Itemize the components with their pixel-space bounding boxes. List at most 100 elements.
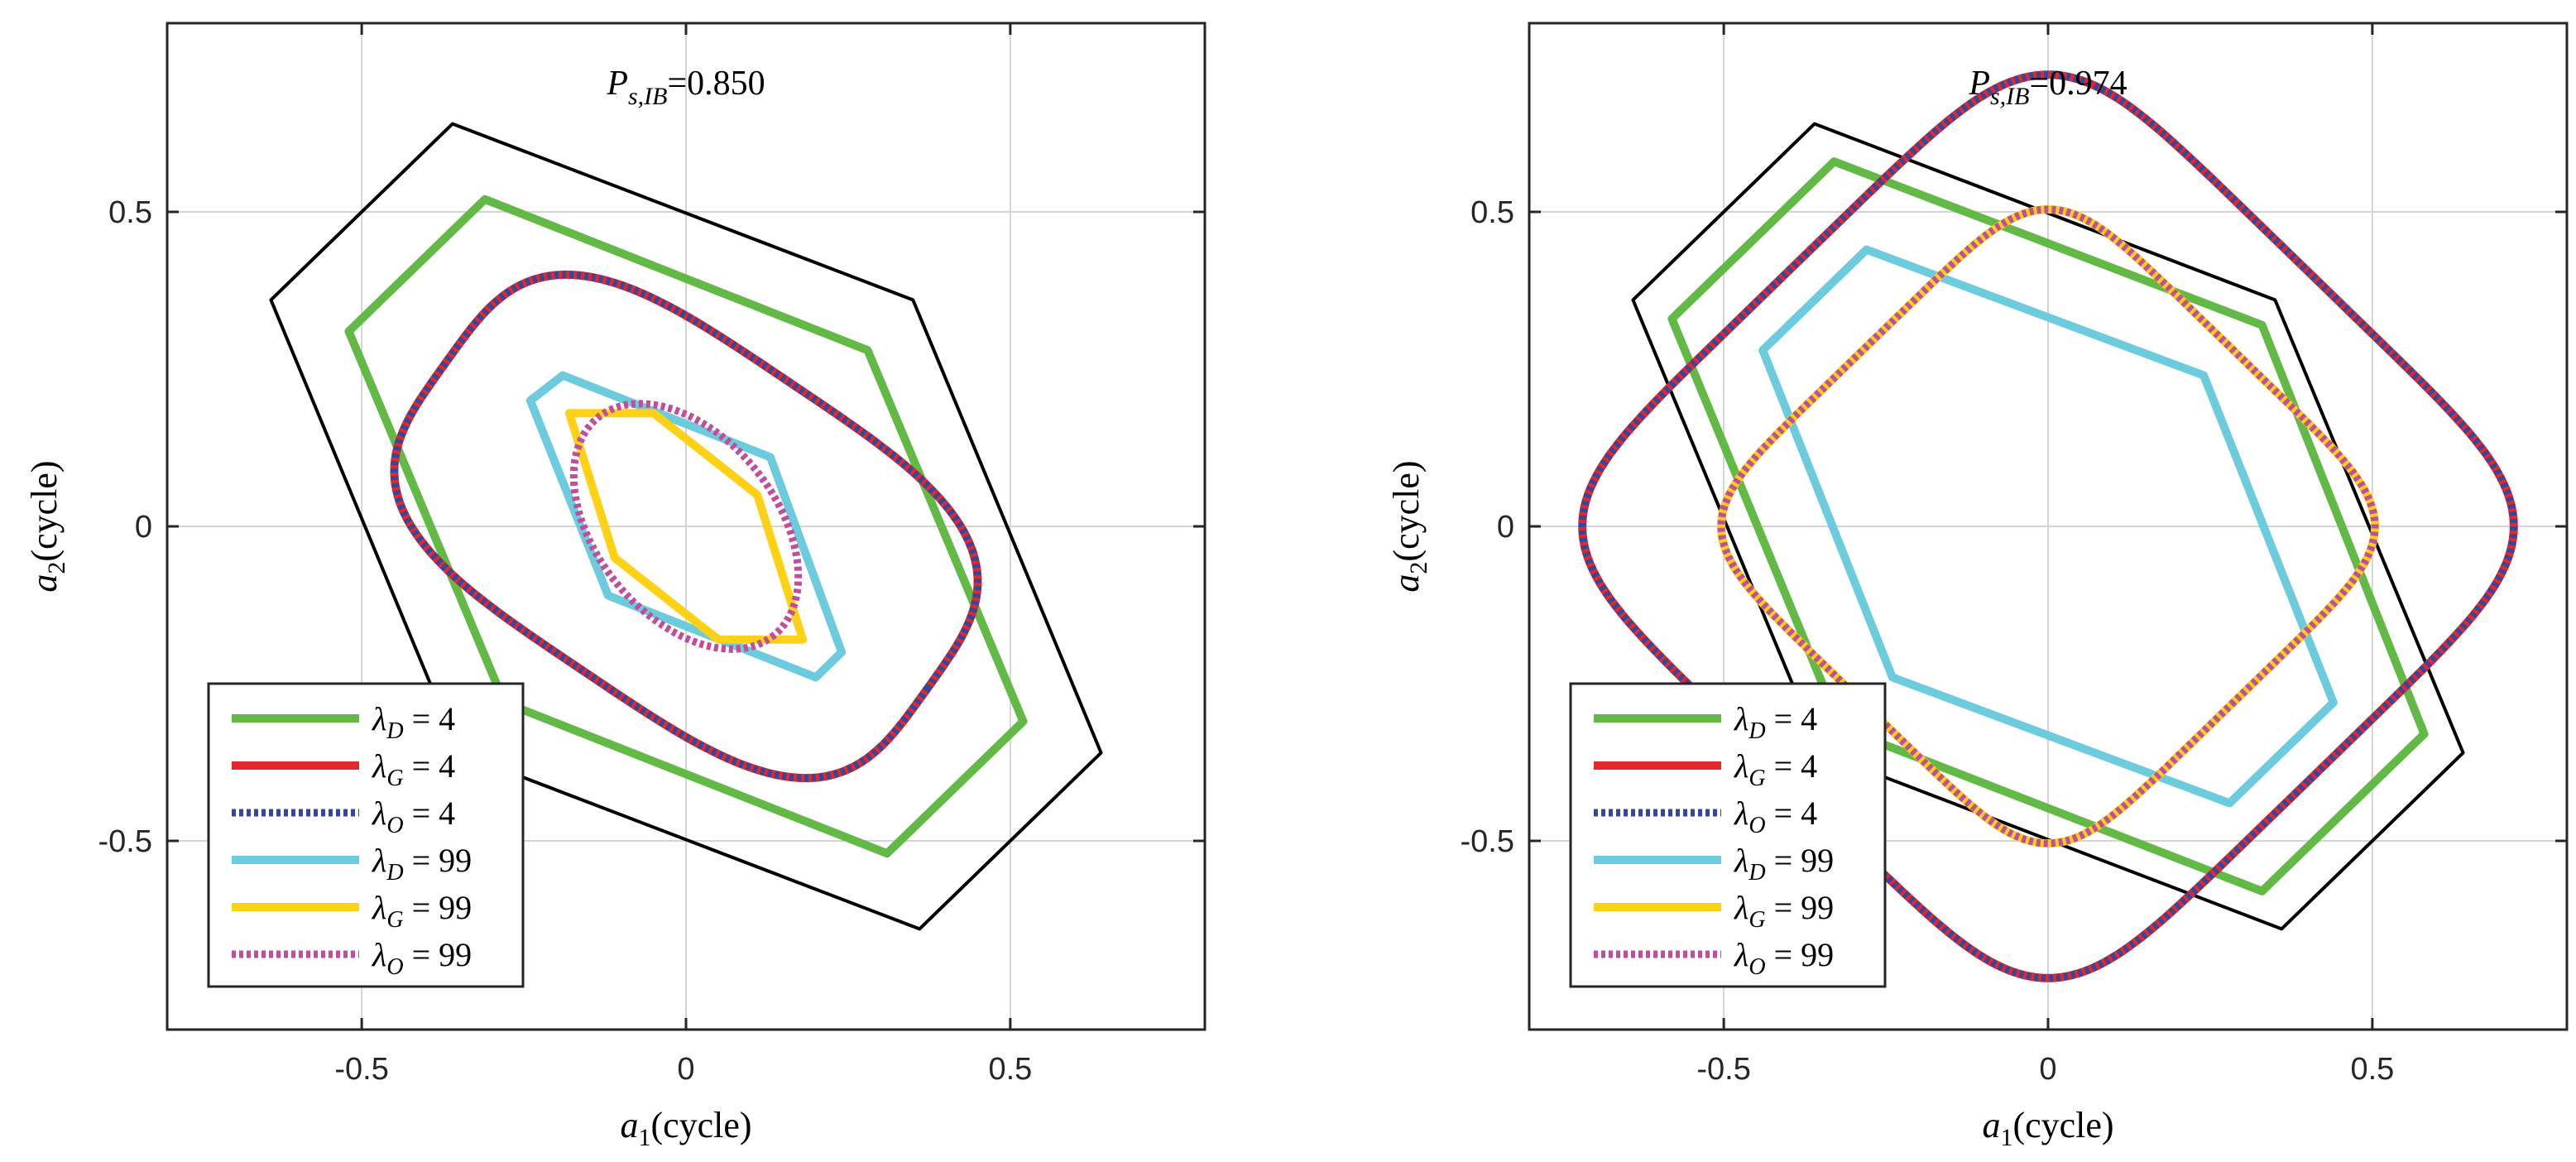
x-tick-label: -0.5 bbox=[334, 1052, 388, 1087]
chart-title: Ps,IB=0.974 bbox=[1968, 65, 2127, 110]
chart-panel-2: -0.5 0 0.5-0.500.5Ps,IB=0.974a1(cycle)a2(c… bbox=[1386, 22, 2569, 1151]
legend-subscript: O bbox=[386, 954, 403, 980]
legend-equals: = bbox=[404, 936, 439, 973]
legend-subscript: O bbox=[1749, 954, 1765, 980]
series-boundary bbox=[1631, 122, 2465, 931]
legend-lambda: λ bbox=[1734, 747, 1749, 785]
y-tick-label: 0 bbox=[1497, 510, 1514, 545]
x-axis-symbol: a bbox=[620, 1105, 638, 1145]
title-symbol: P bbox=[606, 65, 628, 103]
legend-subscript: D bbox=[1748, 718, 1765, 744]
y-axis-unit: (cycle) bbox=[1386, 460, 1427, 561]
title-value: =0.850 bbox=[667, 65, 765, 103]
legend-equals: = bbox=[1766, 842, 1801, 879]
legend-value: 4 bbox=[439, 795, 455, 832]
legend-label: λO = 99 bbox=[372, 936, 472, 980]
legend-value: 99 bbox=[1801, 889, 1834, 926]
legend-lambda: λ bbox=[372, 842, 386, 879]
legend-value: 99 bbox=[439, 889, 472, 926]
series-lambda_D=99 bbox=[525, 371, 847, 682]
legend-value: 99 bbox=[1801, 936, 1834, 973]
series-lambda_D=4 bbox=[344, 194, 1028, 858]
series-lambda_G=99 bbox=[564, 409, 808, 644]
series-lambda_O=4 bbox=[391, 271, 981, 782]
legend-value: 4 bbox=[1801, 700, 1817, 737]
legend-lambda: λ bbox=[372, 795, 386, 832]
legend-subscript: O bbox=[1749, 813, 1765, 838]
title-subscript: s,IB bbox=[1990, 83, 2030, 110]
chart-panel-1: -0.5 0 0.5-0.500.5Ps,IB=0.850a1(cycle)a2(c… bbox=[24, 22, 1206, 1151]
y-tick-label: 0.5 bbox=[108, 195, 152, 230]
legend-value: 99 bbox=[439, 936, 472, 973]
title-subscript: s,IB bbox=[628, 83, 668, 110]
legend-value: 4 bbox=[439, 747, 455, 785]
x-tick-label: 0 bbox=[2039, 1052, 2056, 1087]
legend-equals: = bbox=[404, 795, 439, 832]
legend-equals: = bbox=[1766, 795, 1801, 832]
legend-lambda: λ bbox=[1734, 700, 1749, 737]
legend-lambda: λ bbox=[372, 747, 386, 785]
legend-subscript: G bbox=[1749, 766, 1765, 791]
legend-value: 4 bbox=[1801, 795, 1817, 832]
x-axis-unit: (cycle) bbox=[2012, 1105, 2113, 1145]
series-group bbox=[269, 122, 1103, 931]
y-tick-label: -0.5 bbox=[1461, 824, 1514, 859]
legend-value: 4 bbox=[439, 700, 455, 737]
legend-label: λD = 4 bbox=[1734, 700, 1817, 744]
legend-label: λG = 99 bbox=[372, 889, 472, 933]
legend-label: λD = 99 bbox=[1734, 842, 1834, 886]
y-axis-label: a2(cycle) bbox=[24, 460, 70, 592]
legend-equals: = bbox=[1766, 889, 1801, 926]
y-axis-symbol: a bbox=[1386, 574, 1427, 593]
legend-lambda: λ bbox=[372, 889, 386, 926]
legend-box bbox=[1569, 682, 1887, 988]
series-lambda_O=99 bbox=[569, 400, 803, 653]
legend-lambda: λ bbox=[1734, 795, 1749, 832]
series-lambda_D=4 bbox=[1667, 157, 2429, 896]
y-axis-subscript: 2 bbox=[43, 562, 70, 574]
x-tick-label: 0.5 bbox=[2350, 1052, 2394, 1087]
legend-subscript: G bbox=[386, 766, 403, 791]
legend-label: λO = 4 bbox=[1734, 795, 1817, 838]
y-axis-label: a2(cycle) bbox=[1386, 460, 1432, 592]
series-boundary bbox=[269, 122, 1103, 931]
x-axis-label: a1(cycle) bbox=[1982, 1105, 2113, 1151]
x-tick-label: -0.5 bbox=[1696, 1052, 1750, 1087]
y-axis-symbol: a bbox=[24, 574, 65, 593]
y-tick-label: 0 bbox=[135, 510, 152, 545]
y-axis-unit: (cycle) bbox=[24, 460, 65, 561]
series-lambda_O=99 bbox=[1717, 205, 2379, 847]
x-tick-label: 0 bbox=[677, 1052, 694, 1087]
legend-subscript: D bbox=[386, 860, 403, 886]
legend-equals: = bbox=[1766, 747, 1801, 785]
legend-subscript: D bbox=[386, 718, 403, 744]
legend-box bbox=[207, 682, 525, 988]
legend-subscript: O bbox=[386, 813, 403, 838]
y-axis-subscript: 2 bbox=[1405, 562, 1432, 574]
legend-subscript: D bbox=[1748, 860, 1765, 886]
legend-lambda: λ bbox=[1734, 936, 1749, 973]
legend-label: λD = 99 bbox=[372, 842, 472, 886]
legend-label: λG = 4 bbox=[1734, 747, 1817, 791]
legend-equals: = bbox=[404, 747, 439, 785]
y-tick-label: 0.5 bbox=[1470, 195, 1514, 230]
series-lambda_D=99 bbox=[1758, 245, 2338, 808]
legend-subscript: G bbox=[386, 907, 403, 933]
legend-lambda: λ bbox=[1734, 889, 1749, 926]
legend-equals: = bbox=[1766, 700, 1801, 737]
legend-label: λG = 4 bbox=[372, 747, 455, 791]
legend-equals: = bbox=[404, 700, 439, 737]
title-symbol: P bbox=[1968, 65, 1990, 103]
y-tick-label: -0.5 bbox=[98, 824, 152, 859]
legend-subscript: G bbox=[1749, 907, 1765, 933]
legend-label: λD = 4 bbox=[372, 700, 455, 744]
legend-equals: = bbox=[404, 842, 439, 879]
x-axis-unit: (cycle) bbox=[650, 1105, 751, 1145]
x-axis-subscript: 1 bbox=[2000, 1124, 2012, 1151]
x-axis-label: a1(cycle) bbox=[620, 1105, 751, 1151]
legend-lambda: λ bbox=[372, 936, 386, 973]
legend-value: 99 bbox=[439, 842, 472, 879]
title-value: =0.974 bbox=[2029, 65, 2127, 103]
legend-value: 4 bbox=[1801, 747, 1817, 785]
